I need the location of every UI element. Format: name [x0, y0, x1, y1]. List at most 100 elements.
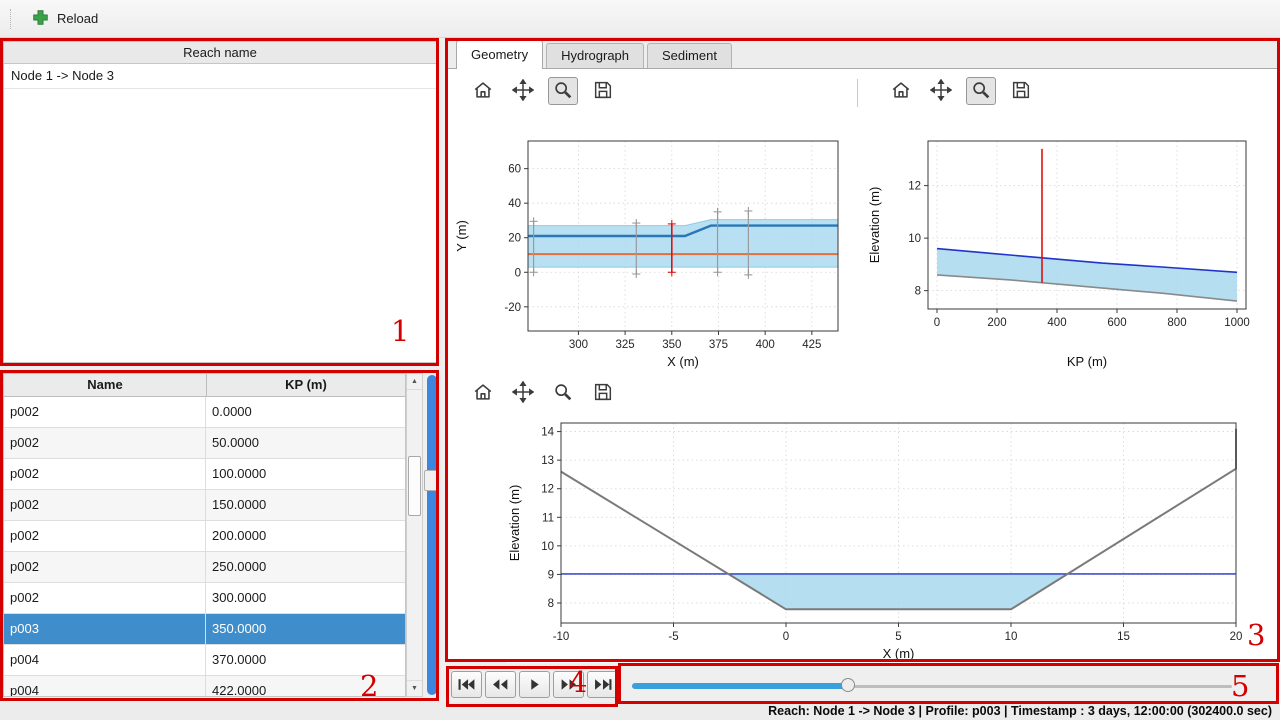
cell-name: p002	[4, 397, 206, 427]
scroll-down-arrow-icon[interactable]: ▼	[407, 680, 422, 696]
chart-plan-view[interactable]: 300 325 350 375 400 425 -20 0 20 40 60 X (m) Y (m)	[453, 119, 863, 371]
svg-text:14: 14	[541, 427, 554, 439]
cell-name: p002	[4, 428, 206, 458]
svg-text:KP (m): KP (m)	[1067, 354, 1107, 369]
skip-to-end-button[interactable]	[587, 671, 618, 698]
table-row[interactable]: p002 50.0000	[4, 428, 405, 459]
table-scrollbar[interactable]: ▲ ▼	[406, 373, 423, 697]
svg-text:400: 400	[1047, 317, 1066, 329]
play-button[interactable]	[519, 671, 550, 698]
chart-cross-section[interactable]: -10 -5 0 5 10 15 20 8 9 10 11 12 13 14 X (m) Elevation …	[506, 413, 1251, 663]
save-button[interactable]	[588, 379, 618, 407]
profile-panel: Name KP (m) p002 0.0000 p002 50.0000 p002 100…	[3, 373, 439, 697]
reach-list-item[interactable]: Node 1 -> Node 3	[4, 64, 436, 89]
home-button[interactable]	[886, 77, 916, 105]
svg-text:200: 200	[987, 317, 1006, 329]
profile-table-body: p002 0.0000 p002 50.0000 p002 100.0000 p002 150…	[4, 397, 405, 696]
svg-text:Elevation (m): Elevation (m)	[867, 187, 882, 264]
svg-text:425: 425	[802, 339, 821, 351]
table-row[interactable]: p004 370.0000	[4, 645, 405, 676]
pan-button[interactable]	[926, 77, 956, 105]
slider-handle[interactable]	[841, 678, 855, 692]
pan-button[interactable]	[508, 379, 538, 407]
svg-text:-10: -10	[553, 631, 570, 643]
svg-text:X (m): X (m)	[883, 646, 915, 661]
skip-to-start-button[interactable]	[451, 671, 482, 698]
fast-forward-button[interactable]	[553, 671, 584, 698]
plot-panel: Geometry Hydrograph Sediment 300 325 350 375 4…	[448, 40, 1277, 663]
pan-button[interactable]	[508, 77, 538, 105]
section-plot-toolbar	[468, 379, 618, 407]
home-button[interactable]	[468, 379, 498, 407]
zoom-icon	[970, 79, 992, 104]
svg-text:400: 400	[756, 339, 775, 351]
svg-text:8: 8	[915, 286, 921, 298]
cell-kp: 0.0000	[212, 404, 252, 419]
rewind-button[interactable]	[485, 671, 516, 698]
svg-text:10: 10	[541, 541, 554, 553]
profile-table-header: Name KP (m)	[4, 374, 405, 397]
table-row[interactable]: p004 422.0000	[4, 676, 405, 696]
svg-text:325: 325	[616, 339, 635, 351]
home-icon	[472, 79, 494, 104]
skip-to-end-icon	[594, 679, 611, 690]
cell-kp: 350.0000	[212, 621, 267, 636]
svg-text:8: 8	[548, 598, 554, 610]
table-row[interactable]: p002 200.0000	[4, 521, 405, 552]
save-button[interactable]	[588, 77, 618, 105]
cell-name: p004	[4, 645, 206, 675]
rewind-icon	[492, 679, 507, 690]
time-slider[interactable]	[632, 678, 1232, 694]
svg-text:15: 15	[1117, 631, 1130, 643]
svg-text:300: 300	[569, 339, 588, 351]
svg-text:10: 10	[908, 233, 921, 245]
fast-forward-icon	[561, 679, 576, 690]
annotation-number-5: 5	[1231, 669, 1250, 703]
reload-button[interactable]: Reload	[26, 6, 104, 32]
cell-name: p002	[4, 459, 206, 489]
svg-text:9: 9	[548, 569, 554, 581]
profile-table: Name KP (m) p002 0.0000 p002 50.0000 p002 100…	[3, 373, 406, 697]
scroll-up-arrow-icon[interactable]: ▲	[407, 374, 422, 390]
column-header-name: Name	[4, 374, 207, 396]
svg-text:0: 0	[515, 267, 521, 279]
save-icon	[592, 79, 614, 104]
status-bar: Reach: Node 1 -> Node 3 | Profile: p003 …	[0, 702, 1280, 720]
table-row[interactable]: p002 250.0000	[4, 552, 405, 583]
svg-text:13: 13	[541, 455, 554, 467]
cell-kp: 150.0000	[212, 497, 267, 512]
plan-plot-toolbar	[468, 77, 618, 105]
svg-text:0: 0	[934, 317, 940, 329]
svg-text:5: 5	[895, 631, 901, 643]
save-button[interactable]	[1006, 77, 1036, 105]
profile-plot-toolbar	[886, 77, 1036, 105]
cell-name: p004	[4, 676, 206, 696]
tab-hydrograph[interactable]: Hydrograph	[546, 43, 645, 68]
table-row[interactable]: p002 150.0000	[4, 490, 405, 521]
save-icon	[1010, 79, 1032, 104]
slider-track[interactable]	[632, 685, 1232, 688]
table-row[interactable]: p002 0.0000	[4, 397, 405, 428]
green-plus-icon	[32, 9, 49, 29]
panel-scrollbar-thumb[interactable]	[424, 470, 439, 491]
table-row[interactable]: p003 350.0000	[4, 614, 405, 645]
table-row[interactable]: p002 300.0000	[4, 583, 405, 614]
zoom-button[interactable]	[548, 77, 578, 105]
table-scrollbar-thumb[interactable]	[408, 456, 421, 516]
chart-long-profile[interactable]: 0 200 400 600 800 1000 8 10 12 KP (m) Elevation (m…	[866, 119, 1276, 371]
zoom-button[interactable]	[548, 379, 578, 407]
reach-list: Node 1 -> Node 3	[4, 64, 436, 89]
home-icon	[890, 79, 912, 104]
pan-icon	[929, 78, 953, 104]
tab-sediment[interactable]: Sediment	[647, 43, 732, 68]
home-button[interactable]	[468, 77, 498, 105]
panel-scrollbar[interactable]	[427, 375, 437, 695]
playback-controls	[451, 671, 618, 698]
table-row[interactable]: p002 100.0000	[4, 459, 405, 490]
zoom-button[interactable]	[966, 77, 996, 105]
svg-text:10: 10	[1005, 631, 1018, 643]
svg-text:20: 20	[1230, 631, 1243, 643]
main-toolbar: Reload	[0, 0, 1280, 38]
skip-to-start-icon	[458, 679, 474, 690]
tab-geometry[interactable]: Geometry	[456, 40, 544, 69]
